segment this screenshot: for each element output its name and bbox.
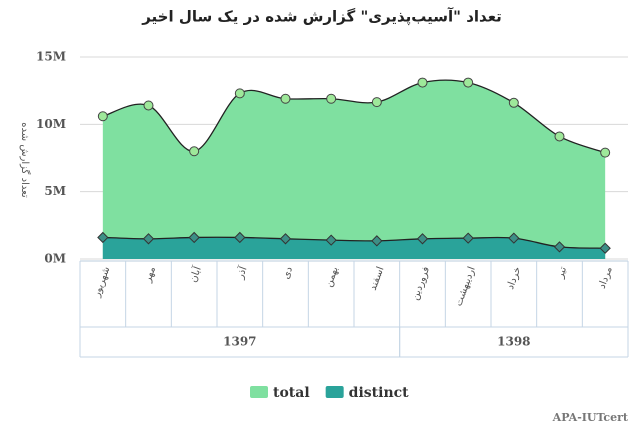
legend-swatch xyxy=(250,386,268,398)
marker xyxy=(416,233,429,245)
group-label: 1398 xyxy=(497,335,530,349)
marker xyxy=(417,77,428,88)
marker xyxy=(188,231,200,244)
x-tick-label: بهمن xyxy=(323,265,340,288)
legend-swatch xyxy=(325,386,344,398)
marker xyxy=(508,97,519,108)
marker xyxy=(97,111,108,122)
x-tick-label: خرداد xyxy=(505,265,523,291)
x-tick-label: مرداد xyxy=(597,265,615,290)
marker xyxy=(234,88,245,99)
x-tick-label: آذر xyxy=(233,263,250,281)
marker xyxy=(326,93,337,104)
marker xyxy=(279,233,292,245)
marker xyxy=(600,147,611,158)
marker xyxy=(142,233,155,245)
y-tick-label: 0M xyxy=(44,252,66,266)
marker xyxy=(371,97,382,108)
marker xyxy=(97,231,109,244)
marker xyxy=(463,77,474,88)
y-tick-label: 10M xyxy=(36,117,66,131)
marker xyxy=(325,234,337,246)
marker xyxy=(189,146,200,157)
legend-label: total xyxy=(273,385,310,401)
y-tick-label: 5M xyxy=(44,184,66,198)
x-tick-label: اسفند xyxy=(368,265,387,292)
x-tick-label: دی xyxy=(281,265,296,280)
marker xyxy=(553,241,566,253)
marker xyxy=(280,93,291,104)
group-label: 1397 xyxy=(223,335,256,349)
x-tick-label: مهر xyxy=(142,265,158,284)
marker xyxy=(508,232,520,244)
x-tick-label: فروردین xyxy=(410,265,432,302)
marker xyxy=(143,100,154,111)
x-tick-label: اردیبهشت xyxy=(453,265,477,307)
x-tick-label: آبان xyxy=(186,263,204,284)
marker xyxy=(234,231,246,244)
area xyxy=(102,80,606,259)
marker xyxy=(599,242,611,254)
credit: APA-IUTcert xyxy=(552,411,629,424)
x-tick-label: شهریور xyxy=(91,265,112,299)
marker xyxy=(462,232,474,244)
y-tick-label: 15M xyxy=(36,50,66,64)
legend-label: distinct xyxy=(349,385,409,401)
y-axis-label: تعداد گزارش شده xyxy=(19,122,31,198)
marker xyxy=(554,131,565,142)
chart-title: تعداد "آسیب‌پذیری" گزارش شده در یک سال ا… xyxy=(141,8,502,27)
area xyxy=(102,237,606,259)
x-tick-label: تیر xyxy=(555,265,570,281)
marker xyxy=(371,235,383,247)
